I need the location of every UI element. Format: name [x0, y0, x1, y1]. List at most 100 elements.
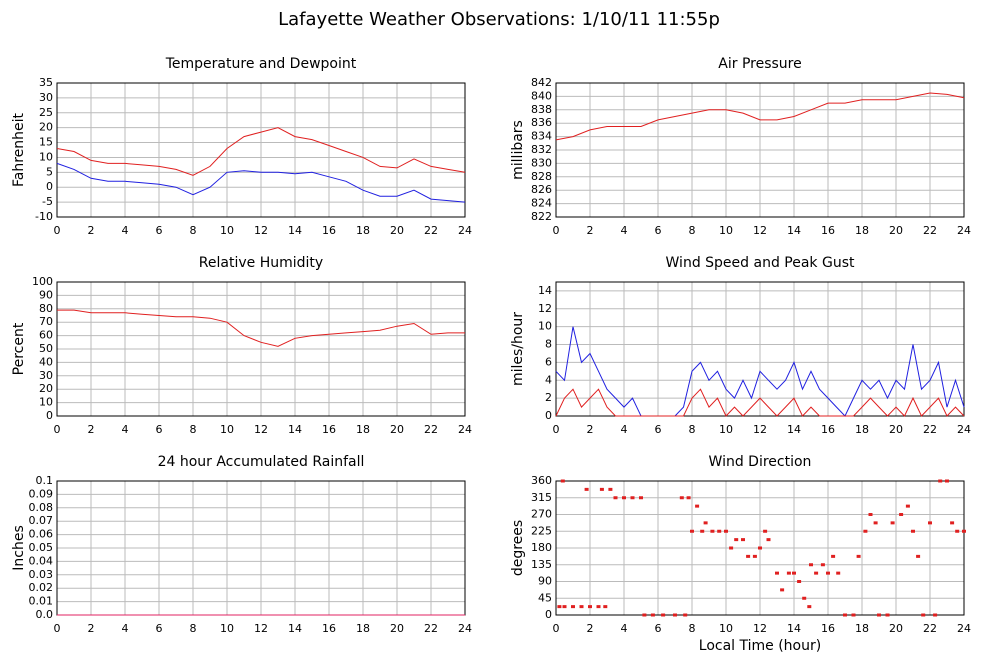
- y-tick-label: 2: [545, 391, 552, 404]
- data-point: [820, 563, 825, 567]
- y-tick-label: 0.03: [29, 568, 54, 581]
- data-line: [555, 92, 965, 141]
- y-tick-label: 4: [545, 373, 552, 386]
- data-point: [717, 529, 722, 533]
- x-tick-label: 6: [156, 423, 163, 436]
- y-axis-label: Inches: [11, 525, 27, 570]
- data-point: [734, 538, 739, 542]
- data-point: [851, 613, 856, 617]
- y-axis-label: miles/hour: [510, 312, 526, 386]
- data-point: [877, 613, 881, 617]
- data-line: [57, 309, 465, 347]
- data-point: [686, 496, 691, 500]
- y-tick-label: 842: [531, 76, 552, 89]
- y-tick-label: 225: [531, 524, 552, 537]
- data-point: [639, 496, 643, 500]
- x-tick-label: 10: [220, 622, 234, 635]
- x-tick-label: 0: [54, 224, 61, 237]
- y-tick-label: 270: [531, 508, 552, 521]
- x-tick-label: 0: [553, 622, 560, 635]
- y-tick-label: 25: [39, 106, 53, 119]
- data-point: [557, 605, 562, 609]
- data-point: [928, 521, 932, 525]
- y-tick-label: 30: [39, 369, 53, 382]
- x-tick-label: 16: [821, 423, 835, 436]
- x-axis-label: Local Time (hour): [699, 638, 821, 654]
- plot-frame: [56, 281, 466, 417]
- y-tick-label: 315: [531, 491, 552, 504]
- data-point: [916, 554, 921, 558]
- data-point: [955, 529, 960, 533]
- y-tick-label: 0.07: [29, 514, 54, 527]
- x-tick-label: 10: [719, 622, 733, 635]
- x-tick-label: 2: [587, 224, 594, 237]
- x-tick-label: 12: [753, 423, 767, 436]
- plot-frame: [56, 82, 466, 218]
- y-tick-label: 40: [39, 355, 53, 368]
- data-point: [703, 521, 708, 525]
- data-point: [786, 571, 791, 575]
- data-point: [746, 554, 751, 558]
- x-tick-label: 2: [587, 423, 594, 436]
- y-tick-label: 0.04: [29, 554, 54, 567]
- x-tick-label: 18: [855, 622, 869, 635]
- x-tick-label: 6: [156, 622, 163, 635]
- y-tick-label: -5: [42, 195, 53, 208]
- x-tick-label: 10: [719, 224, 733, 237]
- x-tick-label: 0: [54, 423, 61, 436]
- x-tick-label: 24: [458, 423, 472, 436]
- x-tick-label: 4: [122, 622, 129, 635]
- data-point: [797, 580, 802, 583]
- data-point: [729, 546, 734, 550]
- data-point: [890, 521, 895, 525]
- y-axis-label: degrees: [510, 520, 526, 576]
- x-tick-label: 22: [424, 622, 438, 635]
- x-tick-label: 16: [821, 224, 835, 237]
- x-tick-label: 22: [923, 622, 937, 635]
- data-point: [613, 496, 618, 500]
- x-tick-label: 8: [190, 423, 197, 436]
- plot-frame: [555, 82, 965, 218]
- data-point: [588, 605, 592, 609]
- y-tick-label: 5: [46, 165, 53, 178]
- x-tick-label: 8: [689, 423, 696, 436]
- x-tick-label: 10: [719, 423, 733, 436]
- data-point: [802, 596, 807, 600]
- data-point: [710, 529, 715, 533]
- panel-title: Wind Direction: [709, 454, 812, 470]
- y-tick-label: 822: [531, 210, 552, 223]
- y-tick-label: 0: [545, 409, 552, 422]
- y-tick-label: 0.02: [29, 581, 54, 594]
- x-tick-label: 8: [689, 622, 696, 635]
- data-line: [56, 162, 466, 203]
- x-tick-label: 8: [190, 224, 197, 237]
- x-tick-label: 14: [288, 224, 302, 237]
- x-tick-label: 24: [458, 224, 472, 237]
- data-point: [673, 613, 677, 617]
- x-tick-label: 14: [787, 423, 801, 436]
- data-point: [642, 613, 647, 617]
- x-tick-label: 2: [88, 423, 95, 436]
- x-tick-label: 14: [288, 622, 302, 635]
- data-point: [885, 613, 890, 617]
- x-tick-label: 6: [655, 423, 662, 436]
- x-tick-label: 4: [621, 622, 628, 635]
- y-tick-label: 20: [39, 382, 53, 395]
- x-tick-label: 10: [220, 423, 234, 436]
- y-tick-label: 135: [531, 558, 552, 571]
- data-point: [608, 487, 613, 491]
- x-tick-label: 24: [458, 622, 472, 635]
- y-tick-label: 360: [531, 474, 552, 487]
- y-tick-label: 90: [39, 288, 53, 301]
- x-tick-label: 18: [855, 224, 869, 237]
- x-tick-label: 6: [655, 622, 662, 635]
- x-tick-label: 14: [787, 224, 801, 237]
- x-tick-label: 16: [322, 224, 336, 237]
- data-point: [700, 529, 705, 533]
- y-tick-label: 14: [538, 284, 552, 297]
- data-point: [950, 521, 955, 525]
- y-axis-label: millibars: [510, 120, 526, 180]
- data-point: [826, 571, 830, 575]
- x-tick-label: 18: [855, 423, 869, 436]
- x-tick-label: 16: [322, 423, 336, 436]
